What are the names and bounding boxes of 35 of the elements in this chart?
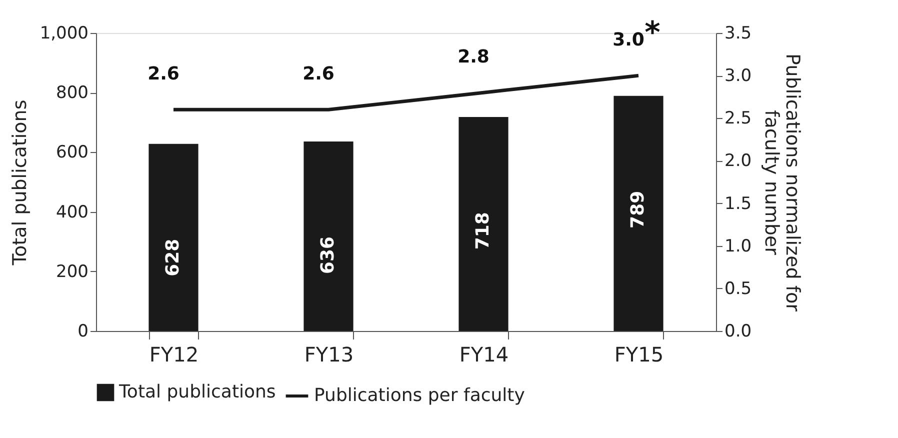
y-tick-label: 200 [56,262,88,282]
bar [304,141,354,331]
legend-label: Publications per faculty [314,385,526,406]
data-label: 2.6 [302,64,334,85]
data-label: 628 [162,238,184,276]
y2-tick-label: 2.0 [724,151,752,172]
y2-tick-label: 1.5 [724,194,752,214]
annotation: * [644,16,661,51]
bar [148,144,198,331]
legend-label: Total publications [118,382,276,402]
y2-tick-label: 0.5 [724,278,752,299]
y-axis-title: Total publications [8,100,31,266]
y2-tick-label: 0.0 [724,322,752,342]
x-tick-label: FY15 [614,342,664,366]
y-tick-label: 0 [78,322,88,342]
data-label: 789 [628,190,648,228]
y2-axis-title: Publications normalized for faculty number [760,54,804,312]
y2-tick-label: 1.0 [724,236,752,256]
y-tick-label: 1,000 [40,24,88,44]
y2-tick-label: 2.5 [724,108,752,129]
x-tick-label: FY13 [304,342,354,366]
bar [458,117,508,331]
y-tick-label: 600 [56,142,88,163]
bar [614,96,664,331]
y2-tick-label: 3.5 [724,24,752,44]
data-label: 636 [318,236,338,274]
data-label: 3.0 [612,30,644,51]
x-tick-label: FY12 [149,342,199,366]
y-tick-label: 800 [56,83,88,104]
x-tick-label: FY14 [459,342,509,366]
data-label: 718 [472,212,494,250]
data-label: 2.6 [148,64,180,85]
y2-tick-label: 3.0 [724,66,752,86]
data-label: 2.8 [458,46,490,68]
y-tick-label: 400 [56,202,88,222]
